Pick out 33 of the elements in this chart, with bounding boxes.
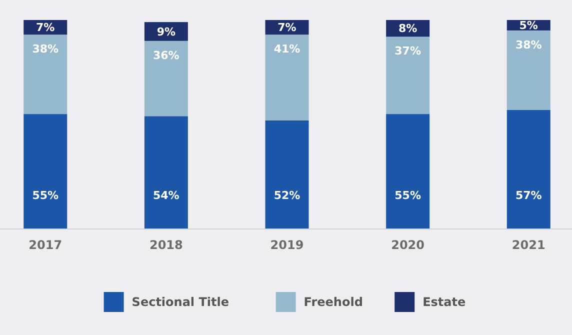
bar <box>24 34 68 114</box>
bar <box>506 110 550 229</box>
data-label: 36% <box>153 48 180 62</box>
data-label: 7% <box>36 21 55 34</box>
data-label: 38% <box>32 42 59 56</box>
data-label: 55% <box>32 188 59 202</box>
bar <box>386 36 430 114</box>
bar <box>265 120 309 229</box>
data-label: 8% <box>398 22 418 36</box>
legend-label: Freehold <box>304 295 363 310</box>
data-label: 41% <box>274 42 300 56</box>
bar <box>144 116 188 229</box>
bar <box>144 40 188 116</box>
data-label: 5% <box>519 19 538 32</box>
data-label: 38% <box>515 38 542 52</box>
data-label: 52% <box>274 188 300 202</box>
x-tick-label: 2020 <box>391 238 425 252</box>
data-label: 7% <box>278 21 296 34</box>
x-tick-label: 2021 <box>512 238 546 252</box>
data-label: 9% <box>156 25 176 38</box>
bar <box>386 114 430 229</box>
x-tick-label: 2019 <box>270 238 304 252</box>
bar <box>24 114 68 229</box>
bar <box>265 34 309 120</box>
x-tick-label: 2017 <box>28 238 62 252</box>
legend-label: Sectional Title <box>132 295 230 310</box>
data-label: 37% <box>394 44 421 58</box>
bar <box>506 30 550 110</box>
legend-label: Estate <box>422 295 466 310</box>
data-label: 54% <box>153 188 180 202</box>
x-tick-label: 2018 <box>149 238 183 252</box>
data-label: 55% <box>394 188 421 202</box>
data-label: 57% <box>515 188 542 202</box>
